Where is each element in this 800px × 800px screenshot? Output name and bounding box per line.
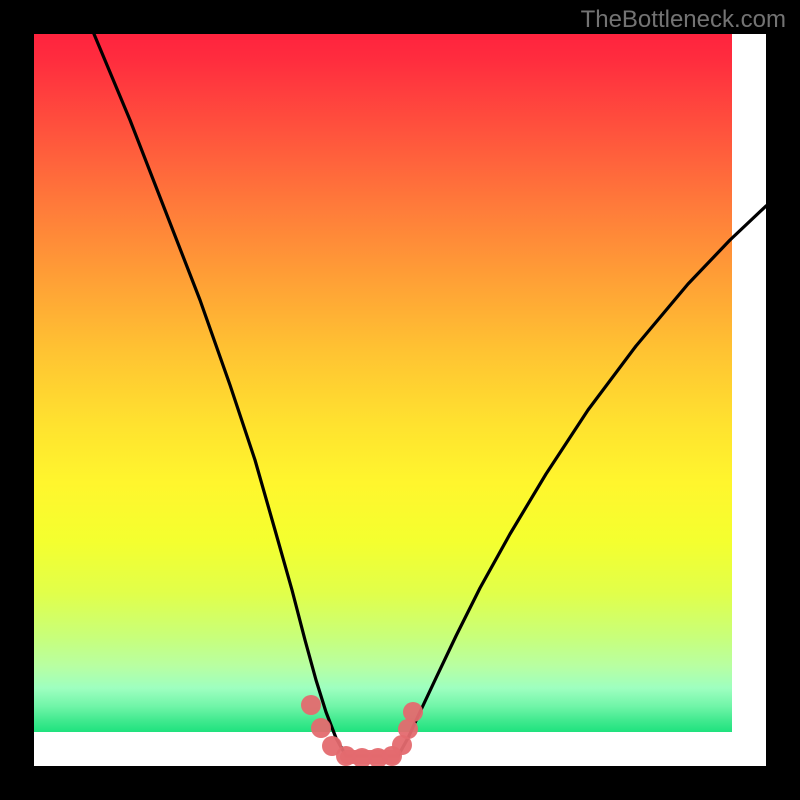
- bottleneck-curve-left: [94, 34, 346, 756]
- minimum-marker-blob: [301, 695, 423, 766]
- curve-layer: [34, 34, 766, 766]
- bottleneck-curve-right: [398, 206, 766, 756]
- plot-area: [34, 34, 766, 766]
- watermark-text: TheBottleneck.com: [581, 6, 786, 34]
